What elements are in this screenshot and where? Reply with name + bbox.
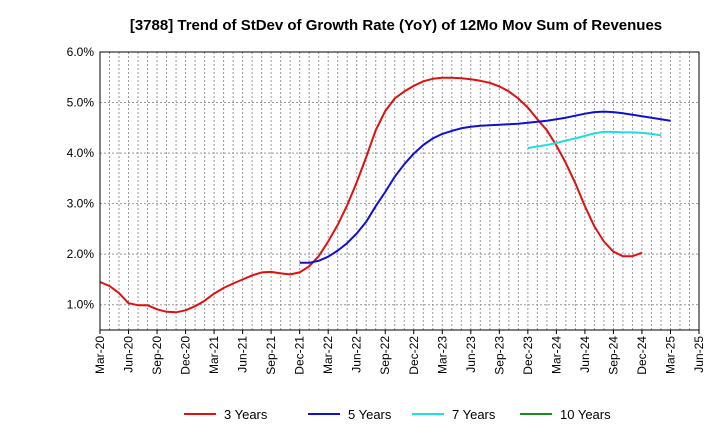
x-tick-label: Jun-23 — [464, 336, 478, 373]
x-tick-label: Sep-24 — [606, 336, 620, 375]
x-tick-label: Dec-23 — [521, 336, 535, 375]
legend-label: 3 Years — [224, 407, 268, 422]
x-tick-label: Mar-25 — [663, 336, 677, 374]
y-axis-ticks: 1.0% 2.0% 3.0% 4.0% 5.0% 6.0% — [67, 45, 95, 312]
series-line-3-years — [99, 76, 643, 314]
x-tick-label: Sep-23 — [492, 336, 506, 375]
x-tick-label: Jun-20 — [122, 336, 136, 373]
legend-label: 5 Years — [348, 407, 392, 422]
plot-frame — [99, 51, 700, 331]
x-tick-label: Mar-23 — [435, 336, 449, 374]
x-tick-label: Jun-24 — [578, 336, 592, 373]
x-tick-label: Mar-24 — [549, 336, 563, 374]
x-tick-label: Sep-22 — [378, 336, 392, 375]
legend: 3 Years 5 Years 7 Years 10 Years — [184, 407, 611, 422]
y-tick-label: 1.0% — [67, 298, 95, 312]
x-tick-label: Sep-20 — [150, 336, 164, 375]
gridlines — [100, 51, 699, 330]
y-tick-label: 5.0% — [67, 96, 95, 110]
x-tick-label: Mar-20 — [93, 336, 107, 374]
y-tick-label: 4.0% — [67, 146, 95, 160]
y-tick-label: 2.0% — [67, 247, 95, 261]
series-line-7-years — [527, 130, 662, 149]
series-line-5-years — [299, 110, 671, 264]
x-tick-label: Mar-22 — [321, 336, 335, 374]
y-tick-label: 3.0% — [67, 197, 95, 211]
x-tick-label: Dec-21 — [293, 336, 307, 375]
x-tick-label: Sep-21 — [264, 336, 278, 375]
x-tick-label: Dec-24 — [635, 336, 649, 375]
series-lines — [99, 76, 671, 314]
x-tick-label: Dec-22 — [407, 336, 421, 375]
y-tick-label: 6.0% — [67, 45, 95, 59]
x-tick-label: Jun-25 — [692, 336, 706, 373]
chart-title: [3788] Trend of StDev of Growth Rate (Yo… — [130, 17, 662, 34]
x-tick-label: Mar-21 — [207, 336, 221, 374]
legend-label: 7 Years — [452, 407, 496, 422]
x-tick-label: Jun-22 — [350, 336, 364, 373]
x-tick-label: Jun-21 — [236, 336, 250, 373]
x-tick-label: Dec-20 — [179, 336, 193, 375]
x-axis-ticks: Mar-20 Jun-20 Sep-20 Dec-20 Mar-21 Jun-21 Sep-… — [93, 330, 706, 375]
legend-label: 10 Years — [560, 407, 611, 422]
